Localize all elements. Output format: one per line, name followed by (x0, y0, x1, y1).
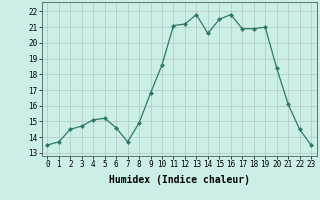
X-axis label: Humidex (Indice chaleur): Humidex (Indice chaleur) (109, 175, 250, 185)
